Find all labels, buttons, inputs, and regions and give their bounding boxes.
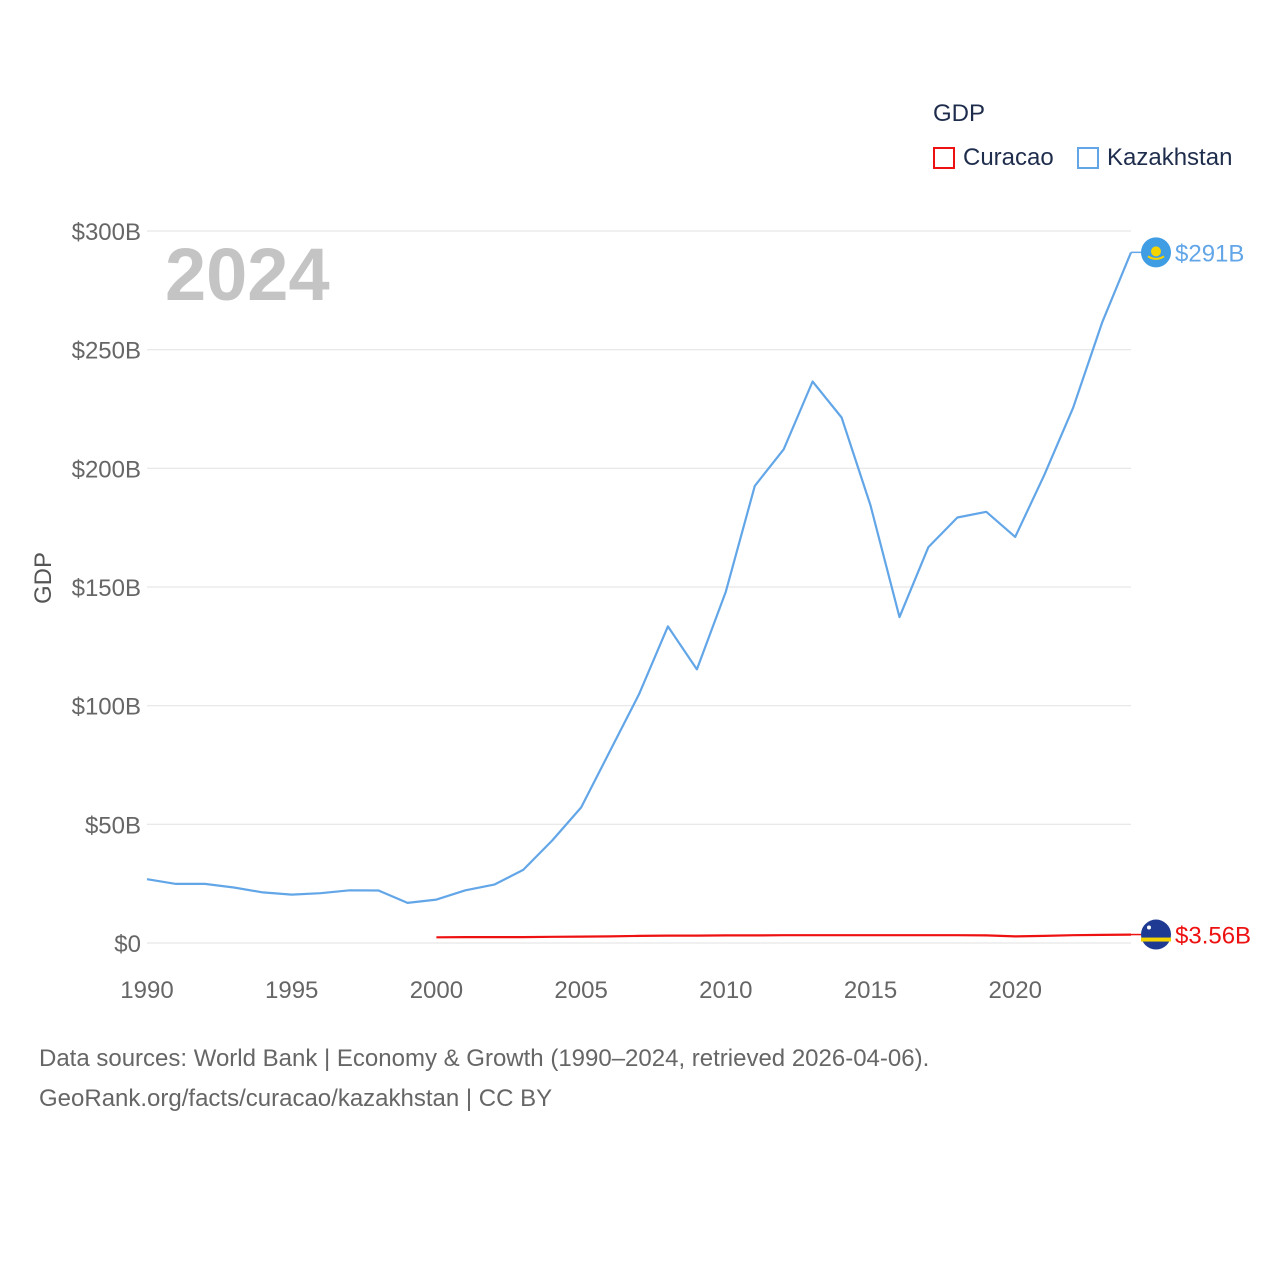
y-tick-label: $0 bbox=[114, 931, 141, 958]
legend-label-curacao: Curacao bbox=[963, 144, 1054, 171]
series-line-curacao bbox=[436, 933, 1132, 939]
y-tick-label: $200B bbox=[72, 456, 141, 483]
end-value-label-kazakhstan: $291B bbox=[1175, 240, 1244, 267]
legend-item-kazakhstan[interactable]: Kazakhstan bbox=[1077, 144, 1232, 172]
footer-attribution: GeoRank.org/facts/curacao/kazakhstan | C… bbox=[39, 1085, 553, 1112]
legend-swatch-curacao bbox=[933, 147, 955, 169]
y-axis-ticks: $0 $50B $100B $150B $200B $250B $300B bbox=[72, 219, 141, 958]
flag-star bbox=[1147, 925, 1151, 930]
end-value-label-curacao: $3.56B bbox=[1175, 923, 1251, 950]
flag-sun bbox=[1151, 246, 1161, 257]
flag-icon-curacao bbox=[1141, 919, 1171, 950]
x-tick-label: 2020 bbox=[989, 977, 1042, 1004]
x-tick-label: 2000 bbox=[410, 977, 463, 1004]
x-tick-label: 2015 bbox=[844, 977, 897, 1004]
x-tick-label: 2005 bbox=[554, 977, 607, 1004]
flag-eagle bbox=[1147, 255, 1165, 260]
flag-stripe bbox=[1141, 937, 1171, 942]
series-line-kazakhstan bbox=[146, 251, 1133, 905]
series-lines bbox=[146, 251, 1133, 939]
y-tick-label: $250B bbox=[72, 338, 141, 365]
legend-title: GDP bbox=[933, 100, 986, 127]
grid-lines bbox=[147, 230, 1131, 944]
y-axis-label: GDP bbox=[30, 552, 57, 604]
x-tick-label: 1995 bbox=[265, 977, 318, 1004]
x-axis-ticks: 1990 1995 2000 2005 2010 2015 2020 bbox=[120, 977, 1042, 1004]
year-watermark: 2024 bbox=[165, 233, 330, 316]
x-tick-label: 2010 bbox=[699, 977, 752, 1004]
legend-swatch-kazakhstan bbox=[1077, 147, 1099, 169]
series-end-markers: $3.56B $291B bbox=[1131, 237, 1251, 950]
legend-item-curacao[interactable]: Curacao bbox=[933, 144, 1054, 172]
x-tick-label: 1990 bbox=[120, 977, 173, 1004]
y-tick-label: $50B bbox=[85, 812, 141, 839]
y-tick-label: $300B bbox=[72, 219, 141, 246]
footer-sources: Data sources: World Bank | Economy & Gro… bbox=[39, 1045, 930, 1072]
y-tick-label: $100B bbox=[72, 694, 141, 721]
y-tick-label: $150B bbox=[72, 575, 141, 602]
legend-label-kazakhstan: Kazakhstan bbox=[1107, 144, 1233, 171]
